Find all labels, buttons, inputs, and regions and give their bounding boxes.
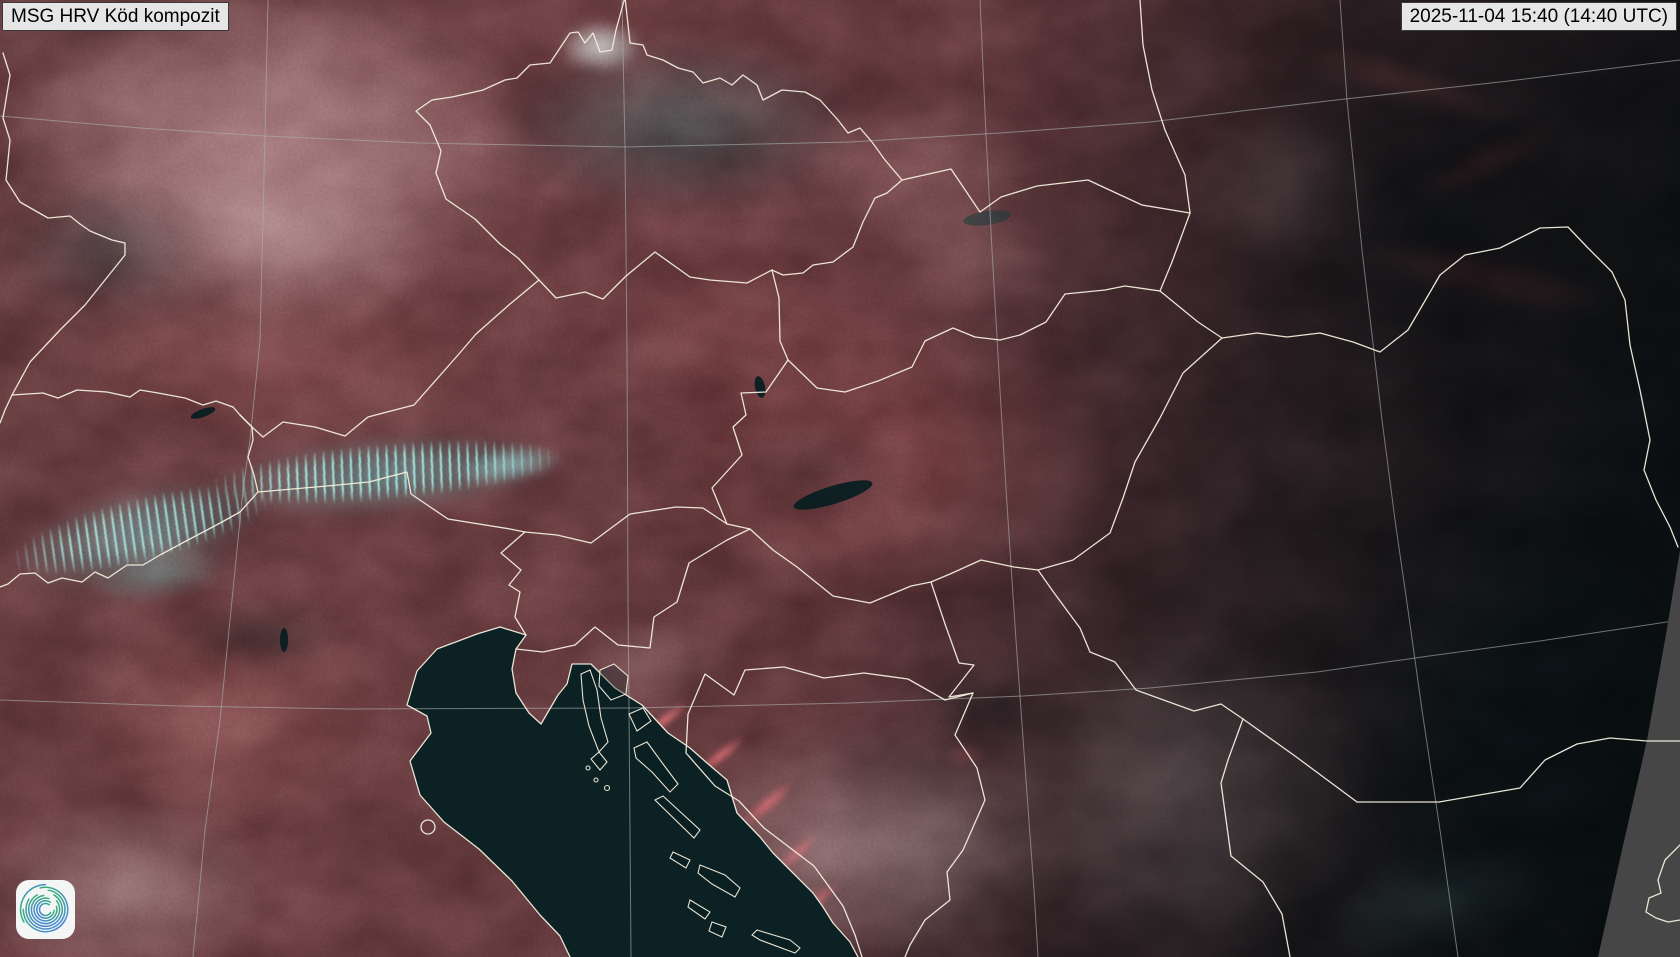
island bbox=[669, 851, 691, 869]
border-romania-ukraine-moldova bbox=[1221, 226, 1679, 548]
meridian-line bbox=[979, 0, 1039, 957]
border-slovakia-ukraine bbox=[1159, 212, 1191, 292]
parallel-line bbox=[0, 619, 1680, 710]
border-hungary-romania bbox=[1037, 337, 1223, 571]
meridian-line bbox=[192, 0, 269, 957]
border-croatia-bosnia bbox=[685, 666, 974, 957]
islet bbox=[585, 765, 591, 771]
island-kornati bbox=[687, 899, 711, 920]
border-germany-austria bbox=[232, 279, 540, 438]
border-slovenia-croatia bbox=[515, 528, 751, 653]
border-austria-slovenia bbox=[524, 506, 728, 544]
border-france-switzerland bbox=[0, 394, 13, 424]
island-rab bbox=[628, 707, 652, 732]
cyclone-spiral-icon bbox=[19, 883, 72, 936]
lake-garda bbox=[280, 628, 288, 652]
border-poland-ukraine bbox=[1139, 0, 1191, 214]
island bbox=[708, 921, 727, 938]
border-switzerland-austria bbox=[239, 414, 259, 493]
border-germany-switzerland bbox=[11, 389, 234, 408]
italy-adriatic-coastline bbox=[406, 626, 571, 957]
lake-constance bbox=[190, 407, 216, 419]
lake-neusiedl bbox=[754, 376, 766, 398]
border-hungary-ukraine bbox=[1159, 290, 1223, 339]
islet bbox=[603, 784, 611, 792]
border-slovakia-hungary bbox=[787, 285, 1161, 393]
island-pag bbox=[633, 741, 679, 793]
border-serbia-bulgaria bbox=[1220, 718, 1291, 957]
islet bbox=[593, 777, 599, 783]
border-czechia bbox=[415, 0, 903, 300]
border-serbia-romania bbox=[1037, 569, 1244, 720]
island-ugljan bbox=[697, 864, 741, 898]
border-austria-hungary bbox=[711, 359, 789, 525]
island-chain bbox=[751, 929, 801, 954]
border-switzerland-italy bbox=[0, 491, 259, 588]
island-cres bbox=[580, 669, 609, 754]
tatra-shadow bbox=[963, 210, 1011, 226]
parallel-line bbox=[0, 59, 1680, 148]
border-san-marino bbox=[420, 819, 436, 835]
border-austria-slovakia bbox=[771, 269, 789, 361]
border-hungary-serbia bbox=[930, 559, 1039, 583]
black-sea-coastline bbox=[1645, 844, 1680, 923]
island-losinj bbox=[590, 751, 608, 771]
croatia-coastline bbox=[511, 634, 859, 957]
border-croatia-serbia bbox=[930, 581, 975, 698]
product-label: MSG HRV Köd kompozit bbox=[2, 2, 229, 31]
border-austria-italy bbox=[257, 471, 526, 533]
timestamp-label: 2025-11-04 15:40 (14:40 UTC) bbox=[1400, 2, 1677, 31]
meridian-line bbox=[1339, 0, 1459, 957]
border-serbia-bosnia bbox=[904, 692, 986, 957]
island-krk bbox=[598, 663, 629, 701]
islands bbox=[420, 663, 801, 954]
meridian-line bbox=[621, 0, 632, 957]
trieste-gulf-coastline bbox=[499, 626, 527, 636]
lakes bbox=[190, 210, 1011, 652]
border-hungary-slovenia bbox=[726, 523, 751, 530]
no-data-region bbox=[1598, 550, 1680, 957]
island-dugi-otok bbox=[654, 795, 701, 839]
adriatic-sea bbox=[407, 627, 858, 957]
border-romania-bulgaria bbox=[1242, 718, 1680, 803]
border-france-germany bbox=[2, 52, 126, 396]
border-slovenia-italy bbox=[500, 531, 527, 636]
hungaromet-logo bbox=[16, 880, 75, 939]
lake-balaton bbox=[793, 480, 873, 510]
border-hungary-croatia bbox=[749, 528, 932, 604]
border-slovakia-poland bbox=[901, 168, 1191, 214]
